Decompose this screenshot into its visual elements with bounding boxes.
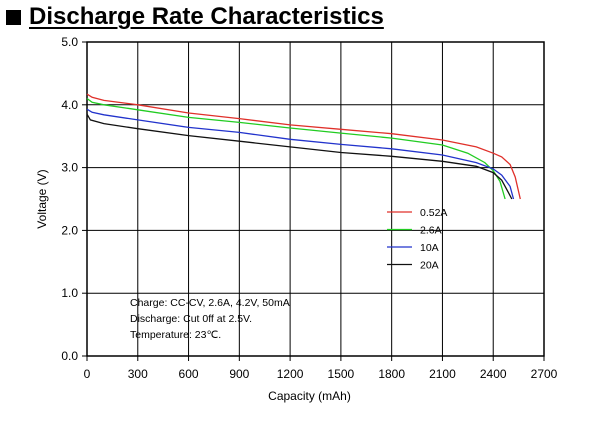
y-axis-label: Voltage (V) [35,169,49,228]
y-tick-label: 3.0 [61,161,78,175]
x-tick-label: 900 [229,367,249,381]
x-tick-label: 300 [128,367,148,381]
annotation-text: Temperature: 23℃. [130,329,221,341]
series-line-0.52A [86,93,521,200]
legend-label: 10A [420,242,439,254]
plot-frame [86,41,545,357]
chart-title: Discharge Rate Characteristics [29,3,384,30]
x-tick-label: 2700 [531,367,558,381]
x-tick-label: 1200 [277,367,304,381]
x-tick-label: 1800 [378,367,405,381]
chart-title-block: Discharge Rate Characteristics [6,0,384,34]
x-tick-label: 600 [179,367,199,381]
y-tick-label: 2.0 [61,223,78,237]
annotation-text: Discharge: Cut 0ff at 2.5V. [130,313,252,325]
y-tick-label: 5.0 [61,35,78,49]
y-tick-label: 0.0 [61,349,78,363]
legend-label: 20A [420,260,439,272]
x-tick-label: 2400 [480,367,507,381]
annotation-text: Charge: CC-CV, 2.6A, 4.2V, 50mA [130,297,290,309]
legend-label: 0.52A [420,207,447,219]
series-line-20A [86,113,513,200]
x-tick-label: 0 [84,367,91,381]
x-tick-label: 2100 [429,367,456,381]
x-tick-label: 1500 [328,367,355,381]
y-tick-label: 4.0 [61,98,78,112]
title-bullet-square [6,9,21,25]
legend-label: 2.6A [420,225,442,237]
x-axis-label: Capacity (mAh) [268,389,351,403]
series-line-10A [86,108,515,200]
y-tick-label: 1.0 [61,286,78,300]
